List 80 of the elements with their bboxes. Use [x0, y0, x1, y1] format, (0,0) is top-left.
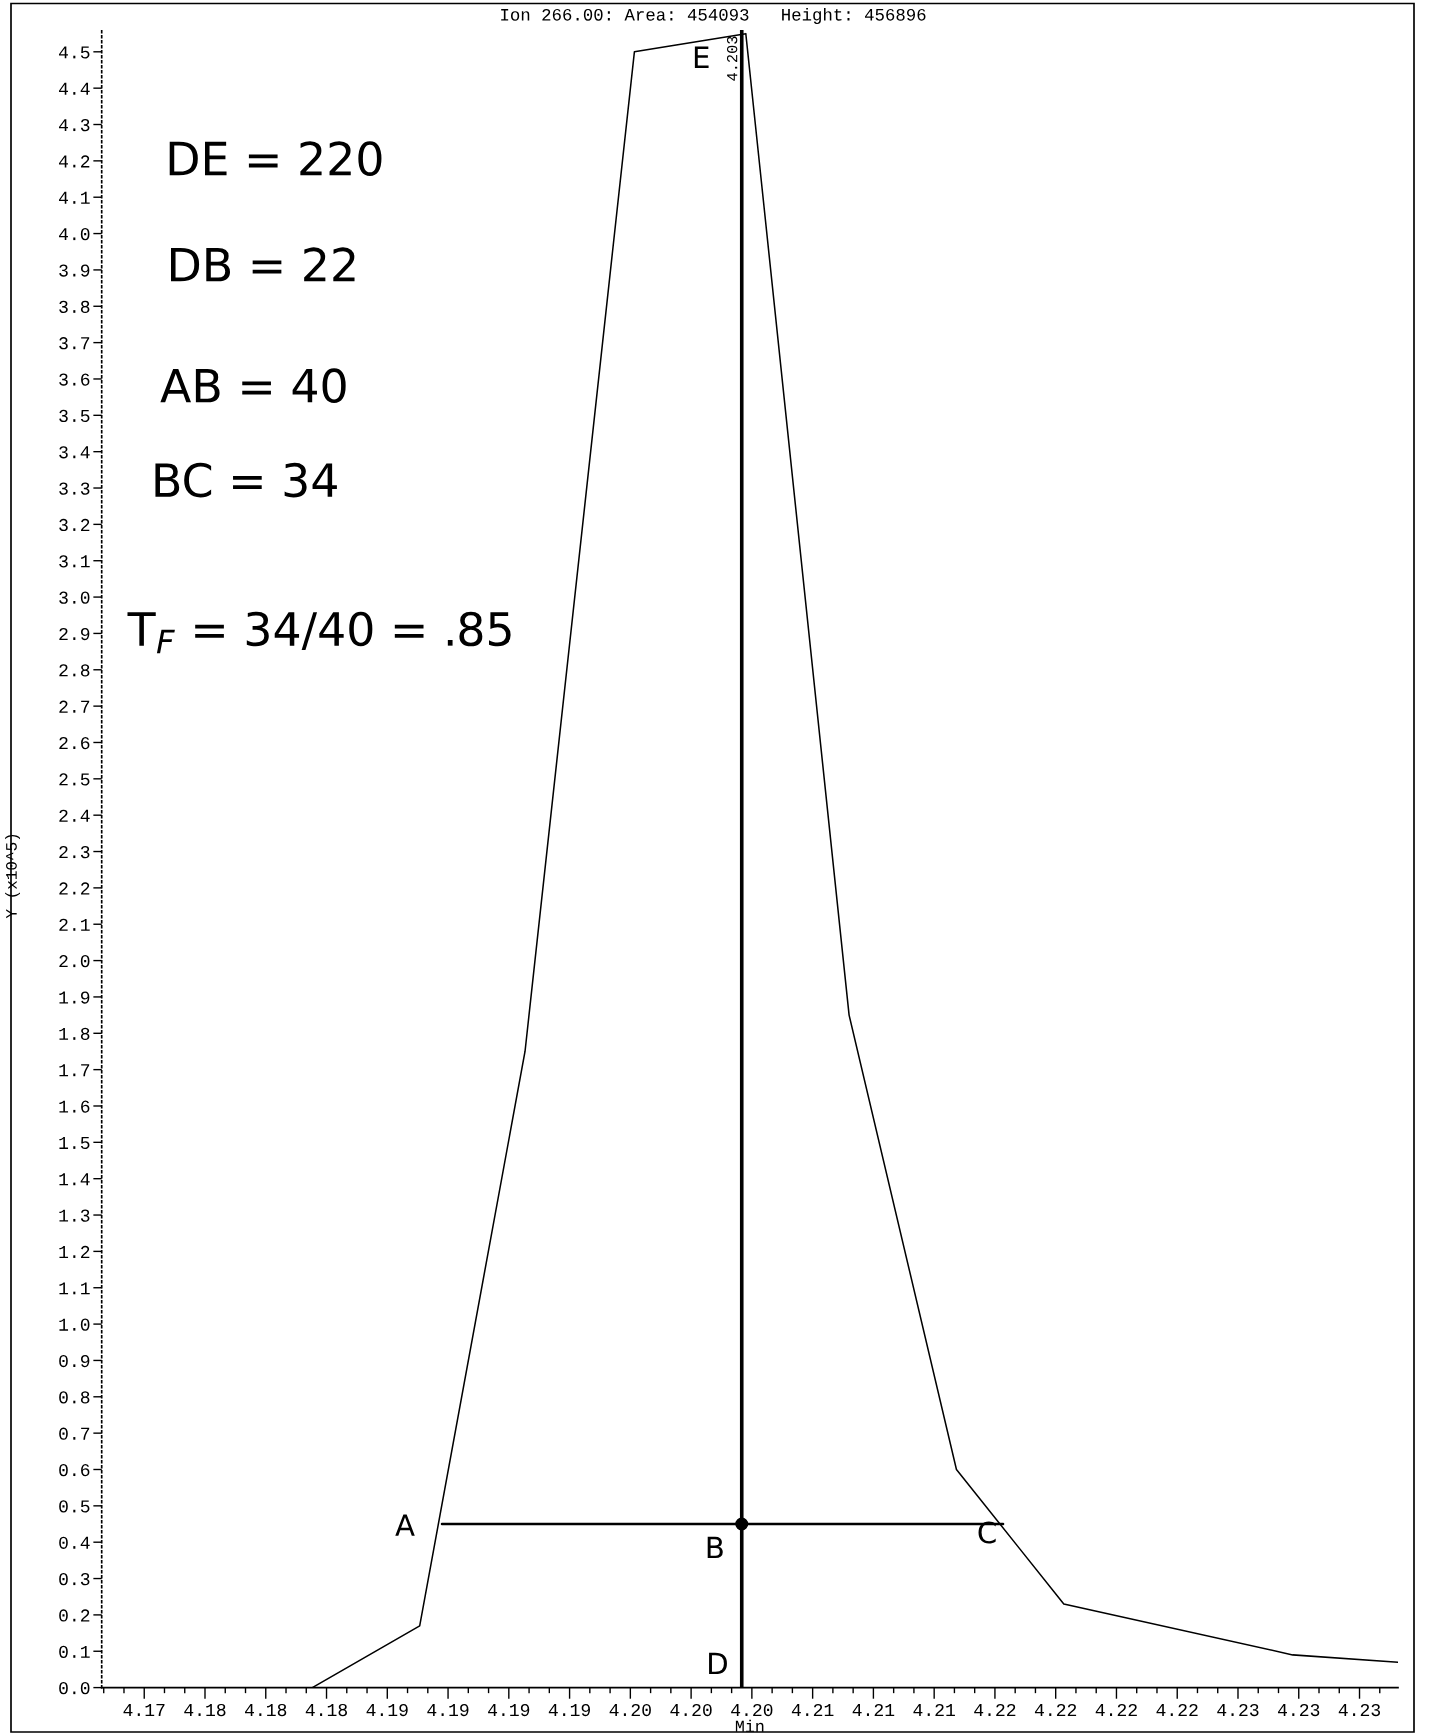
annotation: AB = 40 [160, 368, 346, 403]
x-axis-title: Min [735, 1719, 764, 1732]
y-tick-label: 1.1 [59, 1282, 90, 1295]
y-tick-label: 1.2 [59, 1245, 90, 1258]
x-tick-label: 4.23 [1338, 1703, 1381, 1717]
x-tick-label: 4.21 [791, 1703, 834, 1716]
x-tick-label: 4.23 [1217, 1703, 1259, 1717]
x-tick-label: 4.17 [123, 1704, 165, 1716]
y-tick-label: 3.2 [59, 518, 90, 532]
y-tick-label: 3.1 [59, 555, 90, 568]
y-tick-label: 1.6 [59, 1100, 90, 1113]
annotation: DB = 22 [171, 247, 355, 282]
annotation: A [395, 1514, 415, 1536]
y-tick-label: 3.9 [59, 264, 90, 277]
x-tick-label: 4.20 [670, 1703, 712, 1717]
y-tick-label: 2.0 [59, 955, 90, 968]
y-tick-label: 3.3 [59, 482, 90, 495]
annotation: T$_{F}$ = 34/40 = .85 [127, 611, 511, 654]
annotation: D [709, 1652, 727, 1675]
x-tick-label: 4.21 [913, 1703, 955, 1716]
y-tick-label: 2.3 [59, 845, 90, 859]
x-tick-label: 4.22 [1034, 1703, 1077, 1716]
y-tick-label: 2.6 [59, 736, 90, 750]
y-tick-label: 3.0 [59, 591, 90, 604]
y-tick-label: 0.8 [59, 1391, 90, 1404]
y-tick-label: 4.0 [58, 228, 90, 241]
y-tick-label: 2.7 [59, 700, 90, 713]
annotation: BC = 34 [155, 462, 337, 498]
y-tick-label: 1.5 [59, 1136, 90, 1150]
y-tick-label: 3.7 [59, 337, 90, 350]
ref-line-label: 4.203 [726, 36, 738, 81]
y-tick-label: 2.2 [59, 882, 90, 895]
x-tick-label: 4.22 [1095, 1703, 1137, 1716]
x-tick-label: 4.19 [488, 1703, 530, 1717]
x-tick-label: 4.18 [245, 1703, 287, 1717]
y-tick-label: 0.6 [59, 1463, 90, 1477]
x-tick-label: 4.18 [305, 1703, 348, 1717]
y-tick-label: 1.0 [59, 1318, 90, 1331]
chart-title: Ion 266.00: Area: 454093 Height: 456896 [501, 7, 926, 25]
annotation: E [694, 46, 709, 68]
y-tick-label: 0.9 [59, 1354, 90, 1368]
y-tick-label: 3.8 [59, 300, 90, 313]
x-tick-label: 4.22 [974, 1703, 1016, 1716]
y-tick-label: 0.2 [59, 1609, 90, 1622]
x-tick-label: 4.18 [184, 1703, 226, 1717]
x-tick-label: 4.23 [1277, 1703, 1320, 1717]
y-tick-label: 2.5 [59, 773, 90, 786]
y-tick-label: 1.8 [59, 1027, 90, 1040]
y-tick-label: 3.5 [59, 409, 90, 423]
y-tick-label: 2.4 [59, 809, 90, 822]
y-tick-label: 2.8 [59, 664, 90, 677]
y-tick-label: 0.4 [59, 1536, 90, 1549]
y-tick-label: 4.3 [58, 118, 90, 132]
y-tick-label: 4.5 [58, 46, 90, 59]
x-tick-label: 4.22 [1156, 1703, 1198, 1716]
annotation: B [707, 1536, 723, 1559]
y-tick-label: 0.5 [59, 1500, 90, 1513]
y-tick-label: 2.9 [59, 627, 90, 641]
x-tick-label: 4.21 [852, 1703, 895, 1716]
y-axis-title: Y (x10^5) [5, 834, 20, 919]
x-tick-label: 4.20 [609, 1703, 651, 1717]
y-tick-label: 4.4 [58, 82, 90, 95]
x-tick-label: 4.19 [427, 1703, 469, 1717]
x-tick-label: 4.19 [548, 1703, 590, 1717]
y-tick-label: 3.6 [59, 373, 90, 386]
annotation: DE = 220 [169, 141, 382, 176]
y-tick-label: 0.7 [59, 1427, 90, 1440]
y-tick-label: 3.4 [59, 446, 90, 459]
y-tick-label: 1.3 [59, 1209, 90, 1222]
y-tick-label: 0.3 [59, 1573, 90, 1586]
x-tick-label: 4.20 [731, 1703, 773, 1717]
y-tick-label: 1.7 [59, 1064, 90, 1077]
y-tick-label: 1.4 [59, 1173, 90, 1186]
y-tick-label: 0.0 [59, 1682, 90, 1695]
y-tick-label: 1.9 [59, 991, 90, 1004]
y-tick-label: 4.1 [58, 191, 90, 204]
y-tick-label: 2.1 [59, 918, 90, 931]
y-tick-label: 4.2 [58, 155, 90, 168]
y-tick-label: 0.1 [59, 1645, 90, 1658]
x-tick-label: 4.19 [366, 1703, 408, 1717]
